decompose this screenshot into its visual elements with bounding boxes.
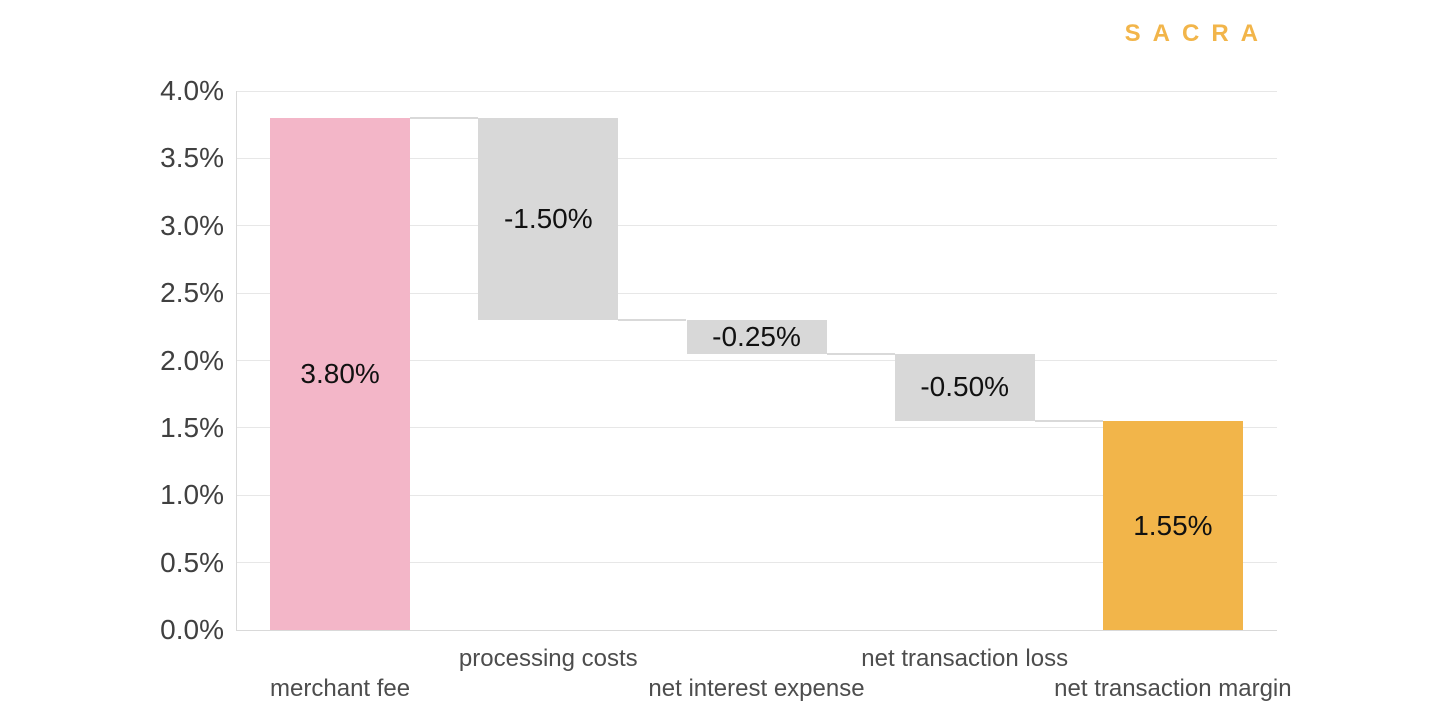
gridline — [236, 157, 1277, 159]
bar-processing-costs: -1.50% — [478, 117, 619, 321]
x-axis-label-net-transaction-loss: net transaction loss — [861, 645, 1069, 672]
gridline — [236, 90, 1277, 92]
bar-merchant-fee: 3.80% — [270, 117, 411, 630]
x-axis-label-processing-costs: processing costs — [458, 645, 638, 672]
gridline — [236, 360, 1277, 361]
gridline — [236, 292, 1277, 294]
bar-net-transaction-loss: -0.50% — [894, 353, 1035, 422]
y-axis-tick-label: 2.5% — [160, 277, 224, 309]
y-axis-tick-label: 2.0% — [160, 344, 224, 376]
x-axis-baseline — [236, 629, 1277, 631]
bar-value-label: 3.80% — [300, 357, 380, 389]
waterfall-connector-line — [1034, 420, 1103, 423]
bar-value-label: -0.50% — [920, 371, 1010, 403]
waterfall-connector-line — [618, 319, 687, 322]
y-axis-line — [236, 91, 237, 630]
y-axis-tick-label: 1.0% — [160, 479, 224, 511]
bar-value-label: -1.50% — [503, 203, 593, 234]
bar-value-label: 1.55% — [1133, 509, 1213, 541]
bar-net-transaction-margin: 1.55% — [1102, 421, 1243, 630]
y-axis-tick-label: 3.0% — [160, 209, 224, 241]
x-axis-label-net-transaction-margin: net transaction margin — [1054, 675, 1292, 702]
gridline — [236, 225, 1277, 227]
y-axis-tick-label: 4.0% — [160, 75, 224, 106]
waterfall-connector-line — [410, 116, 479, 119]
waterfall-connector-line — [826, 352, 895, 355]
sacra-logo: SACRA — [1124, 20, 1270, 47]
gridline — [236, 562, 1277, 564]
gridline — [236, 494, 1277, 496]
y-axis-tick-label: 3.5% — [160, 142, 224, 174]
x-axis-label-merchant-fee: merchant fee — [270, 675, 411, 702]
bar-value-label: -0.25% — [712, 320, 801, 352]
y-axis-tick-label: 1.5% — [160, 411, 224, 443]
y-axis-tick-label: 0.5% — [160, 546, 224, 578]
x-axis-label-net-interest-expense: net interest expense — [648, 675, 865, 702]
y-axis-tick-label: 0.0% — [160, 614, 224, 645]
gridline — [236, 427, 1277, 429]
bar-net-interest-expense: -0.25% — [686, 320, 827, 354]
